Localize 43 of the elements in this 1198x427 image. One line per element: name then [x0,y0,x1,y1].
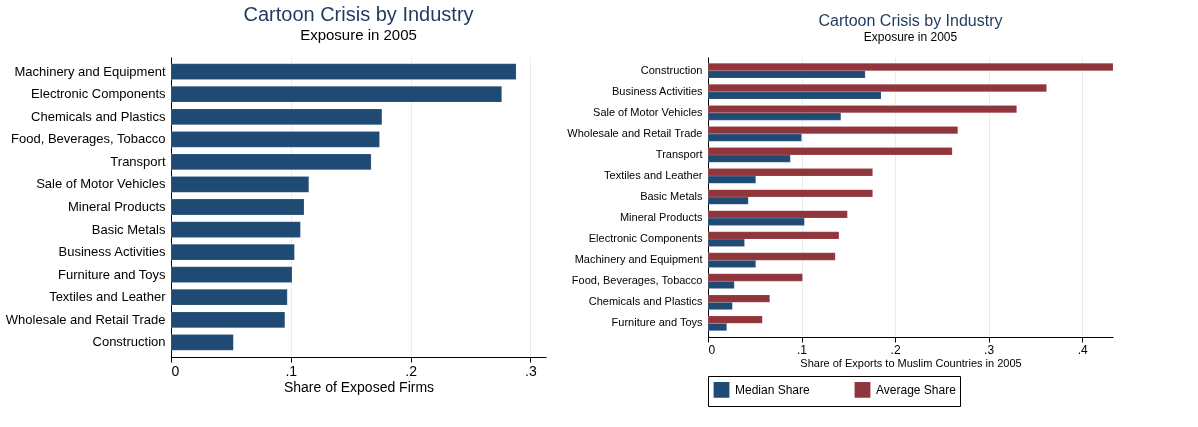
y-tick-label: Wholesale and Retail Trade [567,126,703,139]
x-tick-label: 0 [171,362,180,379]
y-tick-label: Wholesale and Retail Trade [5,311,166,327]
x-tick-label: .2 [405,362,418,379]
y-tick-label: Furniture and Toys [58,266,166,282]
x-tick-label: .3 [525,362,537,379]
y-tick-label: Machinery and Equipment [14,63,166,79]
legend-label: Average Share [876,382,957,397]
y-tick-label: Basic Metals [640,190,703,202]
y-tick-label: Transport [110,153,166,169]
chart-subtitle: Exposure in 2005 [863,30,958,44]
y-tick-label: Food, Beverages, Tobacco [11,131,166,147]
y-tick-label: Mineral Products [67,199,166,214]
y-tick-label: Sale of Motor Vehicles [593,105,703,118]
x-tick-label: .2 [890,342,901,357]
y-tick-label: Business Activities [58,244,166,260]
chart-title: Cartoon Crisis by Industry [818,12,1003,29]
y-tick-label: Chemicals and Plastics [588,295,703,308]
x-axis-title: Share of Exposed Firms [283,378,435,395]
y-tick-label: Textiles and Leather [49,289,167,305]
x-tick-label: 0 [708,342,716,357]
y-tick-label: Transport [655,147,703,160]
y-tick-label: Construction [92,334,166,350]
y-tick-label: Textiles and Leather [604,168,703,181]
y-tick-label: Electronic Components [31,86,166,102]
y-tick-label: Chemicals and Plastics [31,108,166,124]
chart-subtitle: Exposure in 2005 [300,26,417,43]
y-tick-label: Furniture and Toys [611,316,703,329]
x-tick-label: .1 [797,342,808,357]
x-tick-label: .3 [984,342,995,357]
y-tick-label: Basic Metals [91,221,166,237]
x-axis-title: Share of Exports to Muslim Countries in 2005 [800,356,1022,369]
y-tick-label: Mineral Products [619,211,703,224]
y-tick-label: Food, Beverages, Tobacco [571,274,703,287]
y-tick-label: Electronic Components [588,232,703,245]
x-tick-label: .1 [285,362,298,379]
y-tick-label: Sale of Motor Vehicles [36,176,166,192]
y-tick-label: Machinery and Equipment [574,253,703,266]
legend-label: Median Share [735,382,811,397]
chart-title: Cartoon Crisis by Industry [243,3,474,25]
x-tick-label: .4 [1077,342,1088,357]
y-tick-label: Business Activities [612,84,703,97]
y-tick-label: Construction [640,63,703,76]
